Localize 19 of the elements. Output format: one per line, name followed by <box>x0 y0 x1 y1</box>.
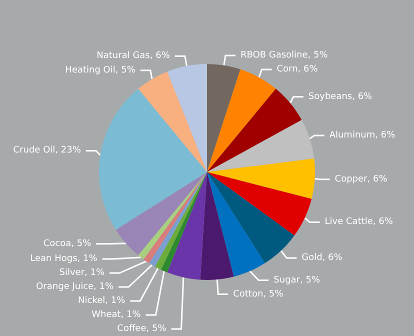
slice-label: Copper, 6% <box>334 174 388 184</box>
slice-label: Lean Hogs, 1% <box>30 254 98 264</box>
slice-label: Silver, 1% <box>59 268 105 278</box>
slice-label: Aluminum, 6% <box>329 130 396 141</box>
slice-label: Heating Oil, 5% <box>65 65 136 76</box>
slice-label: Wheat, 1% <box>92 310 142 320</box>
slice-label: Cocoa, 5% <box>43 238 92 249</box>
slice-label: RBOB Gasoline, 5% <box>240 50 328 60</box>
slice-label: Natural Gas, 6% <box>96 51 170 62</box>
slice-label: Sugar, 5% <box>274 275 320 286</box>
slice-label: Orange Juice, 1% <box>36 282 114 292</box>
slice-label: Coffee, 5% <box>117 324 167 334</box>
slice-label: Crude Oil, 23% <box>13 146 82 156</box>
slice-label: Nickel, 1% <box>78 296 126 306</box>
slice-label: Live Cattle, 6% <box>324 217 394 228</box>
slice-label: Cotton, 5% <box>233 289 284 300</box>
slice-label: Gold, 6% <box>302 253 343 264</box>
slice-label: Corn, 6% <box>276 64 318 74</box>
slice-label: Soybeans, 6% <box>308 92 373 102</box>
